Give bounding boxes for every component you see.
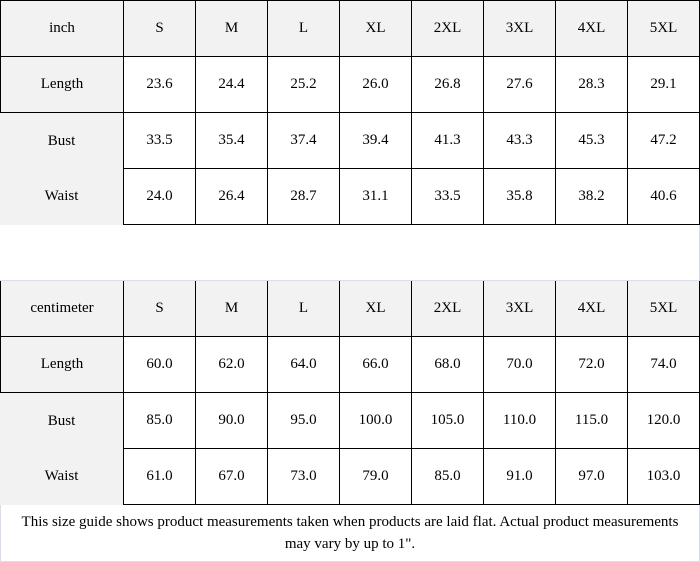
size-header: 3XL xyxy=(483,280,556,337)
measurement-cell: 103.0 xyxy=(627,448,700,505)
measurement-cell: 33.5 xyxy=(411,168,484,225)
row-label: Length xyxy=(0,56,124,113)
measurement-cell: 27.6 xyxy=(483,56,556,113)
row-label: Length xyxy=(0,336,124,393)
size-header: 2XL xyxy=(411,280,484,337)
measurement-cell: 115.0 xyxy=(555,392,628,449)
measurement-cell: 100.0 xyxy=(339,392,412,449)
measurement-cell: 120.0 xyxy=(627,392,700,449)
measurement-cell: 26.8 xyxy=(411,56,484,113)
measurement-cell: 26.0 xyxy=(339,56,412,113)
measurement-cell: 35.4 xyxy=(195,112,268,169)
measurement-cell: 95.0 xyxy=(267,392,340,449)
measurement-cell: 35.8 xyxy=(483,168,556,225)
row-label: Bust xyxy=(0,112,124,169)
measurement-cell: 33.5 xyxy=(123,112,196,169)
size-header: L xyxy=(267,280,340,337)
row-label: Waist xyxy=(0,448,124,505)
size-header: M xyxy=(195,280,268,337)
measurement-cell: 45.3 xyxy=(555,112,628,169)
measurement-cell: 31.1 xyxy=(339,168,412,225)
measurement-cell: 28.3 xyxy=(555,56,628,113)
measurement-cell: 29.1 xyxy=(627,56,700,113)
row-label: Bust xyxy=(0,392,124,449)
measurement-cell: 97.0 xyxy=(555,448,628,505)
measurement-cell: 74.0 xyxy=(627,336,700,393)
measurement-cell: 39.4 xyxy=(339,112,412,169)
size-guide-note: This size guide shows product measuremen… xyxy=(0,504,700,562)
size-header: 5XL xyxy=(627,0,700,57)
size-header: 3XL xyxy=(483,0,556,57)
spacer-cell xyxy=(195,225,268,281)
measurement-cell: 38.2 xyxy=(555,168,628,225)
measurement-cell: 24.0 xyxy=(123,168,196,225)
measurement-cell: 85.0 xyxy=(123,392,196,449)
size-header: M xyxy=(195,0,268,57)
measurement-cell: 68.0 xyxy=(411,336,484,393)
measurement-cell: 24.4 xyxy=(195,56,268,113)
size-header: 4XL xyxy=(555,0,628,57)
row-label: Waist xyxy=(0,168,124,225)
measurement-cell: 105.0 xyxy=(411,392,484,449)
size-header: S xyxy=(123,0,196,57)
size-header: L xyxy=(267,0,340,57)
measurement-cell: 28.7 xyxy=(267,168,340,225)
measurement-cell: 72.0 xyxy=(555,336,628,393)
size-header: 4XL xyxy=(555,280,628,337)
measurement-cell: 43.3 xyxy=(483,112,556,169)
measurement-cell: 37.4 xyxy=(267,112,340,169)
unit-header: inch xyxy=(0,0,124,57)
measurement-cell: 79.0 xyxy=(339,448,412,505)
measurement-cell: 73.0 xyxy=(267,448,340,505)
spacer-cell xyxy=(483,225,556,281)
measurement-cell: 47.2 xyxy=(627,112,700,169)
spacer-cell xyxy=(123,225,196,281)
measurement-cell: 60.0 xyxy=(123,336,196,393)
measurement-cell: 23.6 xyxy=(123,56,196,113)
spacer-cell xyxy=(411,225,484,281)
measurement-cell: 70.0 xyxy=(483,336,556,393)
spacer-cell xyxy=(627,225,700,281)
spacer-cell xyxy=(555,225,628,281)
spacer-cell xyxy=(267,225,340,281)
size-header: 2XL xyxy=(411,0,484,57)
measurement-cell: 61.0 xyxy=(123,448,196,505)
measurement-cell: 25.2 xyxy=(267,56,340,113)
measurement-cell: 90.0 xyxy=(195,392,268,449)
measurement-cell: 66.0 xyxy=(339,336,412,393)
measurement-cell: 85.0 xyxy=(411,448,484,505)
unit-header: centimeter xyxy=(0,280,124,337)
size-header: S xyxy=(123,280,196,337)
measurement-cell: 41.3 xyxy=(411,112,484,169)
spacer-cell xyxy=(0,225,124,281)
measurement-cell: 64.0 xyxy=(267,336,340,393)
measurement-cell: 110.0 xyxy=(483,392,556,449)
measurement-cell: 26.4 xyxy=(195,168,268,225)
spacer-cell xyxy=(339,225,412,281)
measurement-cell: 91.0 xyxy=(483,448,556,505)
measurement-cell: 40.6 xyxy=(627,168,700,225)
size-header: XL xyxy=(339,280,412,337)
measurement-cell: 67.0 xyxy=(195,448,268,505)
size-header: XL xyxy=(339,0,412,57)
size-header: 5XL xyxy=(627,280,700,337)
measurement-cell: 62.0 xyxy=(195,336,268,393)
